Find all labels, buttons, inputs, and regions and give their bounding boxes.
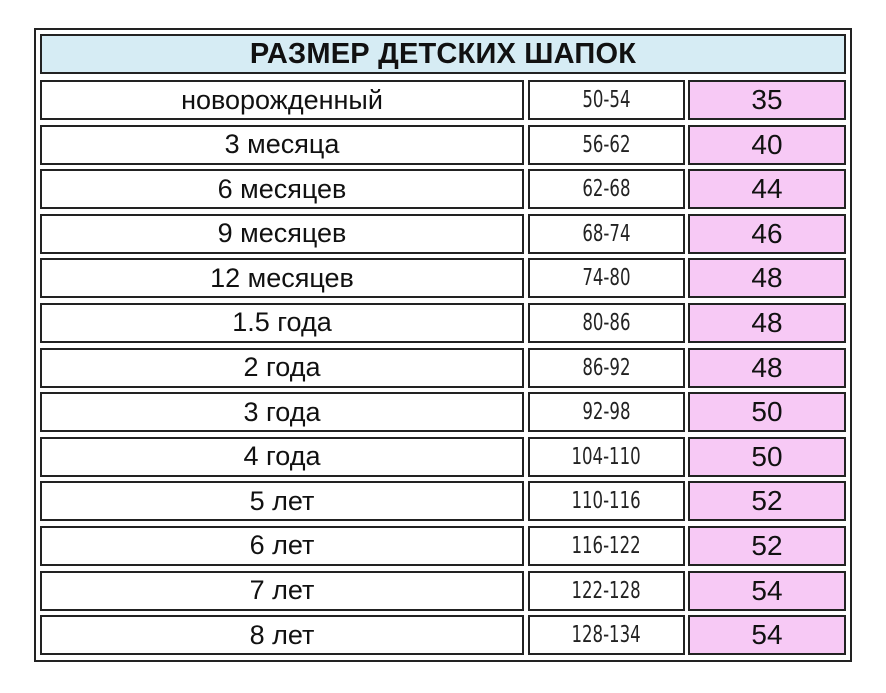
size-cell: 48: [688, 302, 846, 343]
size-cell: 54: [688, 570, 846, 611]
circumference-value: 74-80: [582, 265, 631, 292]
size-table: РАЗМЕР ДЕТСКИХ ШАПОК новорожденный 50-54…: [34, 28, 852, 662]
size-cell: 50: [688, 392, 846, 433]
age-cell: 1.5 года: [40, 302, 524, 343]
age-cell: 8 лет: [40, 615, 524, 656]
table-row: 12 месяцев 74-80 48: [40, 256, 846, 301]
table-row: 3 года 92-98 50: [40, 390, 846, 435]
age-cell: 2 года: [40, 347, 524, 388]
circumference-value: 116-122: [571, 532, 642, 559]
circumference-value: 128-134: [571, 622, 642, 649]
circumference-cell: 74-80: [528, 258, 685, 299]
table-title-bar: РАЗМЕР ДЕТСКИХ ШАПОК: [40, 34, 846, 74]
circumference-value: 68-74: [582, 220, 631, 247]
size-cell: 52: [688, 525, 846, 566]
age-cell: 5 лет: [40, 481, 524, 522]
circumference-value: 86-92: [582, 354, 631, 381]
circumference-value: 80-86: [582, 309, 631, 336]
age-cell: 3 месяца: [40, 124, 524, 165]
size-cell: 50: [688, 436, 846, 477]
age-cell: 9 месяцев: [40, 213, 524, 254]
circumference-cell: 86-92: [528, 347, 685, 388]
table-row: 6 месяцев 62-68 44: [40, 167, 846, 212]
size-cell: 48: [688, 258, 846, 299]
circumference-cell: 80-86: [528, 302, 685, 343]
table-row: 9 месяцев 68-74 46: [40, 212, 846, 257]
table-body: новорожденный 50-54 35 3 месяца 56-62 40…: [40, 78, 846, 658]
table-row: 2 года 86-92 48: [40, 346, 846, 391]
circumference-cell: 68-74: [528, 213, 685, 254]
circumference-value: 92-98: [582, 399, 631, 426]
circumference-cell: 56-62: [528, 124, 685, 165]
size-cell: 35: [688, 80, 846, 120]
circumference-value: 104-110: [571, 443, 642, 470]
circumference-value: 122-128: [571, 577, 642, 604]
age-cell: новорожденный: [40, 80, 524, 120]
table-title: РАЗМЕР ДЕТСКИХ ШАПОК: [249, 37, 637, 70]
circumference-cell: 128-134: [528, 615, 685, 656]
age-cell: 4 года: [40, 436, 524, 477]
size-cell: 44: [688, 169, 846, 210]
age-cell: 6 месяцев: [40, 169, 524, 210]
size-cell: 54: [688, 615, 846, 656]
size-cell: 52: [688, 481, 846, 522]
circumference-cell: 116-122: [528, 525, 685, 566]
circumference-value: 50-54: [582, 87, 631, 113]
table-row: 1.5 года 80-86 48: [40, 301, 846, 346]
table-row: 4 года 104-110 50: [40, 435, 846, 480]
age-cell: 3 года: [40, 392, 524, 433]
circumference-cell: 122-128: [528, 570, 685, 611]
size-cell: 46: [688, 213, 846, 254]
circumference-value: 62-68: [582, 176, 631, 203]
table-row: 3 месяца 56-62 40: [40, 123, 846, 168]
age-cell: 6 лет: [40, 525, 524, 566]
circumference-value: 56-62: [582, 131, 631, 158]
table-row: 6 лет 116-122 52: [40, 524, 846, 569]
table-row: 8 лет 128-134 54: [40, 613, 846, 658]
circumference-cell: 92-98: [528, 392, 685, 433]
age-cell: 12 месяцев: [40, 258, 524, 299]
circumference-cell: 104-110: [528, 436, 685, 477]
circumference-cell: 62-68: [528, 169, 685, 210]
circumference-cell: 110-116: [528, 481, 685, 522]
size-cell: 40: [688, 124, 846, 165]
table-row: 7 лет 122-128 54: [40, 569, 846, 614]
table-row: 5 лет 110-116 52: [40, 479, 846, 524]
table-row: новорожденный 50-54 35: [40, 78, 846, 123]
size-cell: 48: [688, 347, 846, 388]
age-cell: 7 лет: [40, 570, 524, 611]
circumference-value: 110-116: [571, 488, 642, 515]
circumference-cell: 50-54: [528, 80, 685, 120]
